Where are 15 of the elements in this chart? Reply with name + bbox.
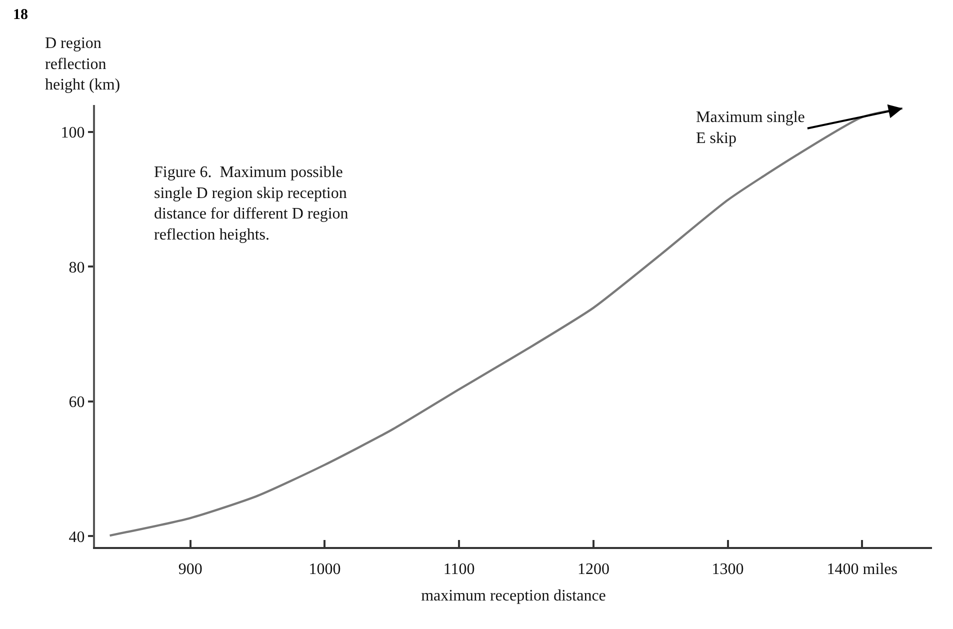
x-tick-label: 1000 [308, 561, 341, 578]
y-tick-label: 80 [68, 259, 85, 276]
y-tick-label: 60 [68, 394, 85, 412]
y-tick-label: 40 [68, 528, 85, 546]
y-axis-title: D region reflection height (km) [45, 35, 120, 94]
x-tick-label: 1400 miles [826, 561, 898, 578]
x-tick-label: 1300 [712, 561, 744, 578]
x-tick-label: 900 [178, 561, 202, 578]
x-tick-label: 1200 [577, 561, 610, 578]
x-axis-title: maximum reception distance [421, 587, 606, 604]
text: 18 [13, 7, 28, 23]
annotation: Maximum single E skip [696, 109, 805, 147]
y-tick-label: 100 [60, 124, 85, 142]
annotation: Figure 6. Maximum possible single D region skip reception distance for different D region reflection heights. [154, 164, 348, 244]
x-tick-label: 1100 [443, 561, 475, 578]
